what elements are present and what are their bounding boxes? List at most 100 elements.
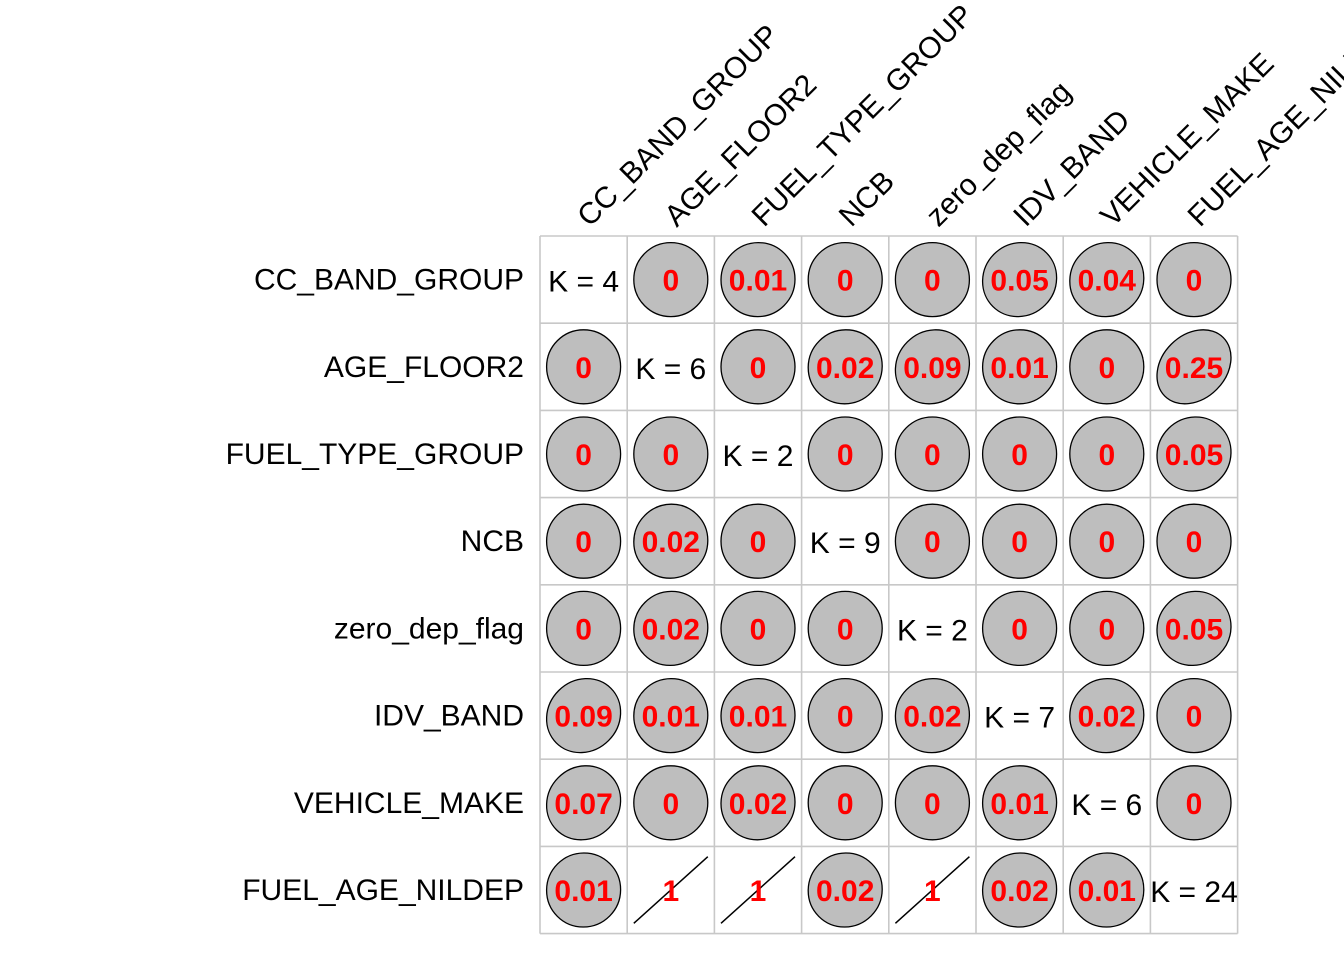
ellipse-mark <box>981 852 1058 928</box>
cell-1-6: 0 <box>1069 329 1145 405</box>
cell-2-6: 0 <box>1069 416 1145 492</box>
cell-7-2: 1 <box>720 856 796 924</box>
value-label: 0 <box>837 265 854 298</box>
cell-5-5: K = 7 <box>984 702 1055 735</box>
cells: K = 4 0 0.01 0 0 0.05 0.04 0 0 K = 6 0 0.02 0.09 0.01… <box>545 241 1238 928</box>
cell-3-3: K = 9 <box>810 527 881 560</box>
cell-1-5: 0.01 <box>981 329 1058 405</box>
cell-6-5: 0.01 <box>981 765 1058 841</box>
cell-6-3: 0 <box>807 765 883 841</box>
cell-7-5: 0.02 <box>981 852 1058 928</box>
value-label: 0.02 <box>1078 701 1136 734</box>
ellipse-mark <box>807 852 883 928</box>
row-label-ncb: NCB <box>461 525 524 558</box>
cell-0-5: 0.05 <box>981 241 1058 318</box>
ellipse-mark <box>545 765 622 841</box>
ellipse-mark <box>1156 241 1232 318</box>
cell-1-0: 0 <box>545 329 622 405</box>
value-label: 0.05 <box>990 265 1048 298</box>
cell-5-1: 0.01 <box>633 677 709 754</box>
row-label-idv-band: IDV_BAND <box>374 700 524 733</box>
value-label: 0.02 <box>642 613 700 646</box>
value-label: 0 <box>1011 526 1028 559</box>
cell-0-7: 0 <box>1156 241 1232 318</box>
value-label: 0 <box>837 439 854 472</box>
value-label: 0.02 <box>729 788 787 821</box>
value-label: 0.02 <box>903 701 961 734</box>
cell-5-2: 0.01 <box>720 677 796 754</box>
cell-0-3: 0 <box>807 241 883 318</box>
ellipse-mark <box>807 590 883 667</box>
ellipse-mark <box>633 765 709 841</box>
cell-6-7: 0 <box>1156 765 1232 841</box>
ellipse-mark <box>720 329 796 405</box>
value-label: 0 <box>1186 526 1203 559</box>
value-label: 0 <box>1098 526 1115 559</box>
value-label: 0.02 <box>816 352 874 385</box>
cell-0-2: 0.01 <box>720 241 796 318</box>
cell-4-5: 0 <box>981 590 1058 667</box>
value-label: 0 <box>837 613 854 646</box>
row-label-vehicle-make: VEHICLE_MAKE <box>294 787 524 820</box>
ellipse-mark <box>720 241 796 318</box>
value-label: 0.01 <box>729 701 787 734</box>
cell-4-4: K = 2 <box>897 614 968 647</box>
ellipse-mark <box>633 590 709 667</box>
ellipse-mark <box>894 241 971 318</box>
cell-6-2: 0.02 <box>720 765 796 841</box>
cell-3-5: 0 <box>981 503 1058 579</box>
ellipse-mark <box>894 677 971 754</box>
value-label: 0.01 <box>990 352 1048 385</box>
cell-0-6: 0.04 <box>1069 241 1145 318</box>
diagonal-label: K = 6 <box>635 353 706 386</box>
cell-1-1: K = 6 <box>635 353 706 386</box>
value-label: 0 <box>1098 352 1115 385</box>
cell-2-5: 0 <box>981 416 1058 492</box>
ellipse-mark <box>894 416 971 492</box>
ellipse-mark <box>894 503 971 579</box>
ellipse-mark <box>1156 416 1232 492</box>
value-label: 0 <box>575 352 592 385</box>
value-label: 1 <box>924 875 941 908</box>
cell-4-7: 0.05 <box>1156 590 1232 667</box>
cell-5-3: 0 <box>807 677 883 754</box>
ellipse-mark <box>1069 416 1145 492</box>
cell-3-6: 0 <box>1069 503 1145 579</box>
cell-6-1: 0 <box>633 765 709 841</box>
cell-7-4: 1 <box>894 856 970 924</box>
cell-5-7: 0 <box>1156 677 1232 754</box>
ellipse-mark <box>981 329 1058 405</box>
cell-7-7: K = 24 <box>1150 876 1238 909</box>
ellipse-mark <box>981 416 1058 492</box>
value-label: 0.09 <box>903 352 961 385</box>
cell-4-3: 0 <box>807 590 883 667</box>
value-label: 1 <box>662 875 679 908</box>
value-label: 0.02 <box>816 875 874 908</box>
ellipse-mark <box>545 852 622 928</box>
value-label: 0 <box>662 265 679 298</box>
value-label: 0.01 <box>554 875 612 908</box>
cell-7-1: 1 <box>633 856 709 924</box>
ellipse-mark <box>633 416 709 492</box>
value-label: 0.05 <box>1165 439 1223 472</box>
ellipse-mark <box>545 503 622 579</box>
ellipse-mark <box>1069 852 1145 928</box>
value-label: 0 <box>750 526 767 559</box>
cell-7-3: 0.02 <box>807 852 883 928</box>
ellipse-mark <box>981 503 1058 579</box>
value-label: 0.01 <box>990 788 1048 821</box>
ellipse-mark <box>807 677 883 754</box>
diagonal-label: K = 9 <box>810 527 881 560</box>
value-label: 0 <box>750 613 767 646</box>
cell-3-2: 0 <box>720 503 796 579</box>
value-label: 0.01 <box>729 265 787 298</box>
cell-3-0: 0 <box>545 503 622 579</box>
ellipse-mark <box>545 677 622 754</box>
diagonal-label: K = 24 <box>1150 876 1238 909</box>
value-label: 0 <box>750 352 767 385</box>
value-label: 0 <box>924 265 941 298</box>
value-label: 0.01 <box>642 701 700 734</box>
cell-5-4: 0.02 <box>894 677 971 754</box>
value-label: 0 <box>1186 788 1203 821</box>
value-label: 0.01 <box>1078 875 1136 908</box>
